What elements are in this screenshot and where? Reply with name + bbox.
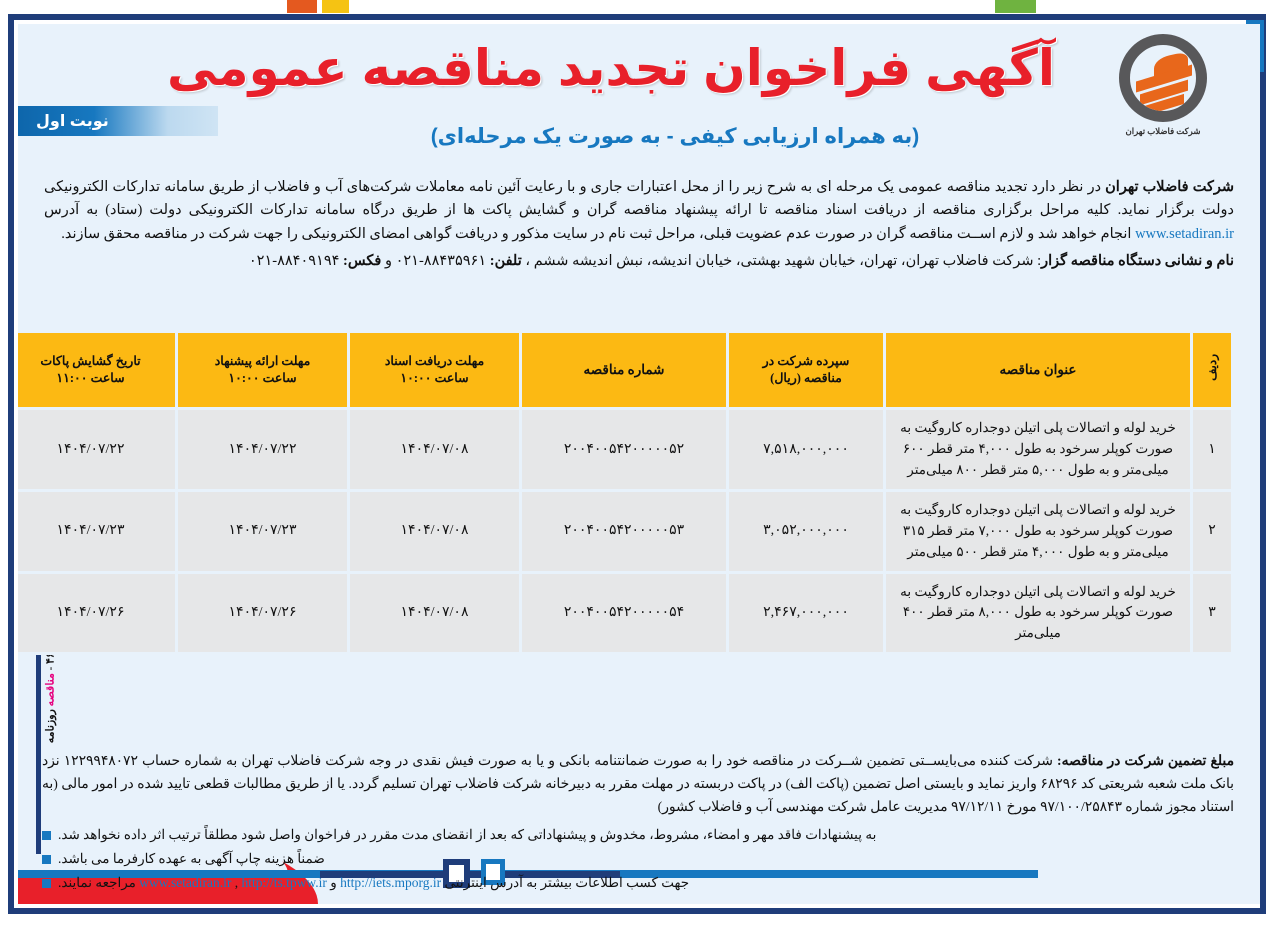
- vertical-rule: [36, 554, 41, 854]
- tpww-url-link[interactable]: http://ts.tpww.ir: [241, 874, 327, 890]
- badge-label: نوبت اول: [36, 113, 109, 130]
- th-radif-label: ردیف: [1204, 353, 1219, 381]
- phone-label: تلفن:: [489, 253, 522, 270]
- th-deposit-line2: مناقصه (ریال): [770, 371, 842, 385]
- list-item: جهت کسب اطلاعات بیشتر به آدرس اینترنتی h…: [42, 873, 1234, 894]
- iets-url-link[interactable]: http://iets.mporg.ir: [340, 874, 442, 890]
- logo-ring-icon: [1119, 34, 1207, 122]
- cell-offer-deadline: ۱۴۰۴/۰۷/۲۲: [175, 407, 350, 492]
- cell-offer-deadline: ۱۴۰۴/۰۷/۲۶: [175, 570, 350, 656]
- th-deposit-line1: سپرده شرکت در: [762, 354, 850, 369]
- cell-radif: ۱: [1190, 407, 1234, 492]
- page-title: آگهی فراخوان تجدید مناقصه عمومی: [167, 40, 1056, 96]
- guarantee-label: مبلغ تضمین شرکت در مناقصه:: [1057, 753, 1234, 768]
- cell-open-date: ۱۴۰۴/۰۷/۲۶: [18, 570, 178, 656]
- table-body: ۱ خرید لوله و اتصالات پلی اتیلن دوجداره …: [18, 407, 1234, 656]
- cell-open-date: ۱۴۰۴/۰۷/۲۳: [18, 488, 178, 574]
- issue-dash2: -: [44, 666, 57, 674]
- bullet3-prefix: جهت کسب اطلاعات بیشتر به آدرس اینترنتی: [441, 874, 690, 890]
- cell-title: خرید لوله و اتصالات پلی اتیلن دوجداره کا…: [883, 407, 1193, 492]
- tender-table-container: ردیف عنوان مناقصه سپرده شرکت در مناقصه (…: [18, 330, 1234, 656]
- th-open-line2: ساعت ۱۱:۰۰: [56, 371, 125, 385]
- cell-deposit: ۷,۵۱۸,۰۰۰,۰۰۰: [726, 407, 886, 492]
- decor-square-green: [995, 0, 1036, 13]
- cell-number: ۲۰۰۴۰۰۵۴۲۰۰۰۰۰۵۲: [519, 407, 729, 492]
- tender-table: ردیف عنوان مناقصه سپرده شرکت در مناقصه (…: [18, 330, 1234, 656]
- table-row: ۲ خرید لوله و اتصالات پلی اتیلن دوجداره …: [18, 488, 1234, 574]
- bullet-square-icon: [42, 854, 51, 864]
- cell-title: خرید لوله و اتصالات پلی اتیلن دوجداره کا…: [883, 570, 1193, 656]
- fax-value: ۸۸۴۰۹۱۹۴-۰۲۱: [248, 253, 344, 270]
- th-offer-line1: مهلت ارائه پیشنهاد: [214, 354, 311, 369]
- setad-website-link[interactable]: www.setadiran.ir: [1135, 225, 1234, 242]
- url-join: و: [326, 874, 341, 890]
- intro-text-part-1: در نظر دارد تجدید مناقصه عمومی یک مرحله …: [44, 179, 1234, 219]
- address-label: نام و نشانی دستگاه مناقصه گزار: [1041, 253, 1234, 270]
- cell-number: ۲۰۰۴۰۰۵۴۲۰۰۰۰۰۵۴: [519, 570, 729, 656]
- th-open-line1: تاریخ گشایش پاکات: [40, 354, 141, 369]
- page-subtitle: (به همراه ارزیابی کیفی - به صورت یک مرحل…: [430, 125, 920, 148]
- th-title: عنوان مناقصه: [883, 330, 1193, 410]
- table-header-row: ردیف عنوان مناقصه سپرده شرکت در مناقصه (…: [18, 330, 1234, 410]
- section-label: مناقصه: [44, 673, 57, 707]
- guarantee-text: شرکت کننده می‌بایســتی تضمین شــرکت در م…: [42, 753, 1234, 814]
- bullet-text-2: ضمناً هزینه چاپ آگهی به عهده کارفرما می …: [58, 850, 325, 866]
- cell-radif: ۳: [1190, 570, 1234, 656]
- top-decoration-bar: [0, 0, 1278, 14]
- bullet-text-1: به پیشنهادات فاقد مهر و امضاء، مشروط، مخ…: [58, 826, 877, 842]
- intro-text-part-2: انجام خواهد شد و لازم اســت مناقصه گران …: [61, 225, 1136, 242]
- logo-caption: شرکت فاضلاب تهران: [1125, 126, 1201, 136]
- cell-radif: ۲: [1190, 488, 1234, 574]
- table-row: ۱ خرید لوله و اتصالات پلی اتیلن دوجداره …: [18, 407, 1234, 492]
- list-item: ضمناً هزینه چاپ آگهی به عهده کارفرما می …: [42, 849, 1234, 870]
- cell-deposit: ۲,۴۶۷,۰۰۰,۰۰۰: [726, 570, 886, 656]
- cell-docs-deadline: ۱۴۰۴/۰۷/۰۸: [347, 570, 522, 656]
- decor-square-yellow: [322, 0, 349, 13]
- phone-value: ۸۸۴۳۵۹۶۱-۰۲۱ و: [381, 253, 490, 270]
- issuing-company-name: شرکت فاضلاب تهران: [1105, 179, 1234, 195]
- authority-address-line: نام و نشانی دستگاه مناقصه گزار: شرکت فاض…: [44, 250, 1234, 273]
- bullet-text-3: جهت کسب اطلاعات بیشتر به آدرس اینترنتی h…: [58, 873, 689, 894]
- decor-square-bottom-blue: [481, 859, 505, 885]
- cell-offer-deadline: ۱۴۰۴/۰۷/۲۳: [175, 488, 350, 574]
- fax-label: فکس:: [343, 253, 382, 270]
- decor-square-orange: [287, 0, 317, 13]
- th-docs-line1: مهلت دریافت اسناد: [384, 354, 485, 369]
- th-open-date: تاریخ گشایش پاکات ساعت ۱۱:۰۰: [18, 330, 178, 410]
- cell-deposit: ۳,۰۵۲,۰۰۰,۰۰۰: [726, 488, 886, 574]
- address-value: : شرکت فاضلاب تهران، تهران، خیابان شهید …: [521, 253, 1042, 270]
- company-logo: شرکت فاضلاب تهران: [1088, 34, 1238, 137]
- cell-open-date: ۱۴۰۴/۰۷/۲۲: [18, 407, 178, 492]
- th-docs-deadline: مهلت دریافت اسناد ساعت ۱۰:۰۰: [347, 330, 522, 410]
- cell-title: خرید لوله و اتصالات پلی اتیلن دوجداره کا…: [883, 488, 1193, 574]
- bullet-list: به پیشنهادات فاقد مهر و امضاء، مشروط، مخ…: [42, 825, 1234, 894]
- status-badge: نوبت اول: [18, 106, 218, 136]
- cell-number: ۲۰۰۴۰۰۵۴۲۰۰۰۰۰۵۳: [519, 488, 729, 574]
- newspaper-label: روزنامه: [44, 709, 57, 744]
- cell-docs-deadline: ۱۴۰۴/۰۷/۰۸: [347, 488, 522, 574]
- setadiran-url-link[interactable]: www.setadiran.ir: [139, 874, 232, 890]
- url-separator: ,: [231, 874, 242, 890]
- intro-paragraph: شرکت فاضلاب تهران در نظر دارد تجدید مناق…: [44, 176, 1234, 274]
- list-item: به پیشنهادات فاقد مهر و امضاء، مشروط، مخ…: [42, 825, 1234, 846]
- table-row: ۳ خرید لوله و اتصالات پلی اتیلن دوجداره …: [18, 570, 1234, 656]
- guarantee-paragraph: مبلغ تضمین شرکت در مناقصه: شرکت کننده می…: [42, 750, 1234, 819]
- th-deposit: سپرده شرکت در مناقصه (ریال): [726, 330, 886, 410]
- th-number: شماره مناقصه: [519, 330, 729, 410]
- bullet-square-icon: [42, 878, 51, 888]
- decor-navy-rule: [320, 871, 620, 878]
- th-radif: ردیف: [1190, 330, 1234, 410]
- bullet-square-icon: [42, 830, 51, 840]
- decor-square-bottom-navy: [443, 859, 470, 888]
- page-header: شرکت فاضلاب تهران آگهی فراخوان تجدید منا…: [18, 24, 1260, 172]
- cell-docs-deadline: ۱۴۰۴/۰۷/۰۸: [347, 407, 522, 492]
- footer-notes: مبلغ تضمین شرکت در مناقصه: شرکت کننده می…: [42, 750, 1234, 896]
- th-docs-line2: ساعت ۱۰:۰۰: [400, 371, 469, 385]
- bullet3-suffix: مراجعه نمایند.: [58, 874, 140, 890]
- left-vertical-strip: ۱۴۰۴/۰۷/۰۱ - ۴۶۵۰ - مناقصه روزنامه: [18, 24, 58, 904]
- advertisement-page: AriaTender آریاتندر ۱۴۰۴/۰۷/۰۱ - ۴۶۵۰ - …: [18, 24, 1260, 904]
- th-offer-line2: ساعت ۱۰:۰۰: [228, 371, 297, 385]
- th-offer-deadline: مهلت ارائه پیشنهاد ساعت ۱۰:۰۰: [175, 330, 350, 410]
